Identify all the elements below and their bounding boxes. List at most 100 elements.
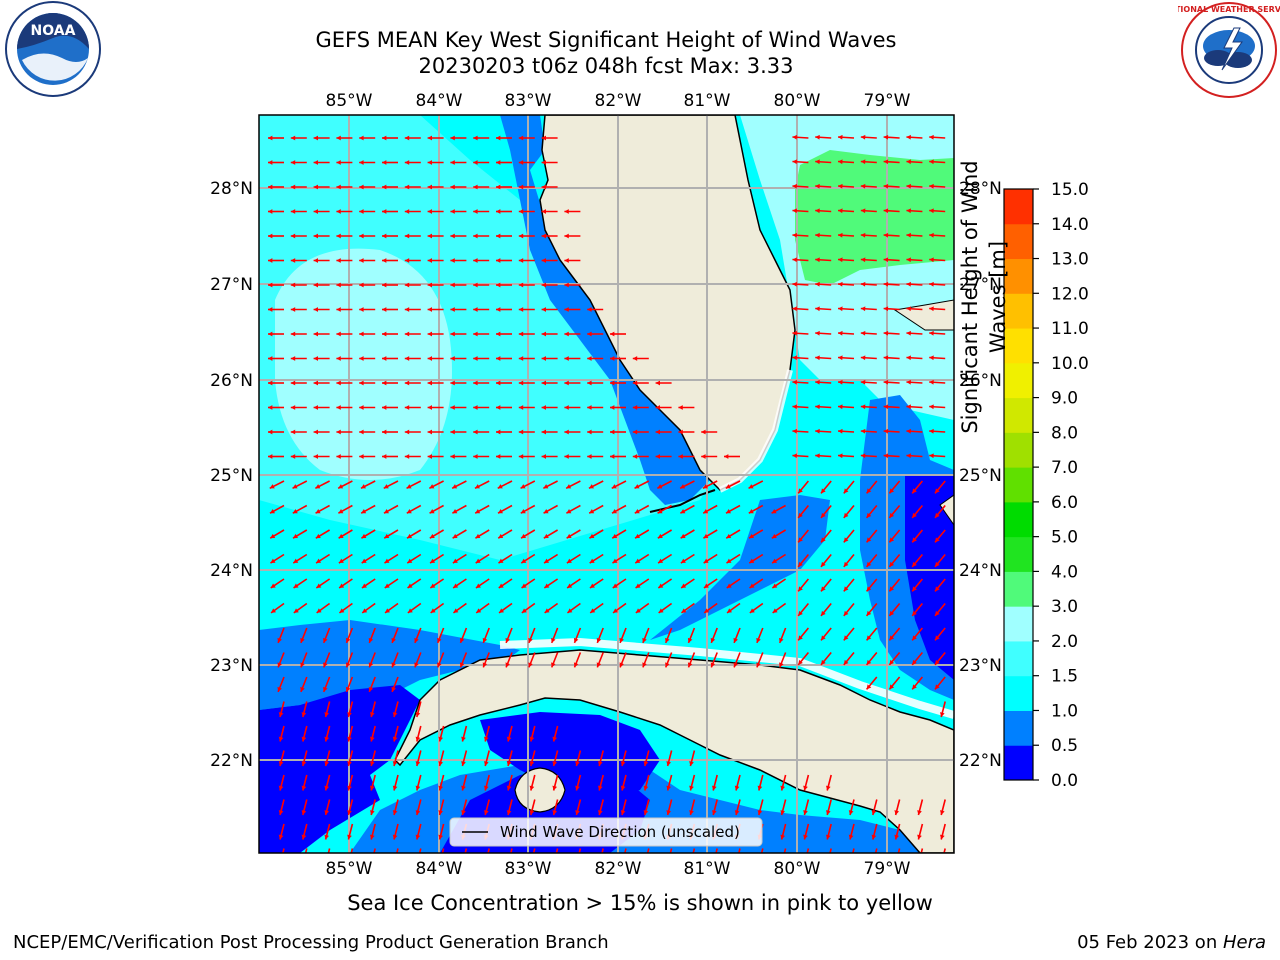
- wave-arrow: [369, 725, 376, 742]
- wave-arrow: [642, 627, 650, 644]
- wave-arrow: [315, 529, 331, 539]
- wave-arrow: [436, 627, 445, 644]
- wave-arrow: [313, 160, 330, 165]
- wave-arrow: [518, 307, 535, 312]
- wave-arrow: [934, 627, 946, 641]
- wave-arrow: [710, 627, 718, 644]
- wave-arrow: [820, 651, 832, 666]
- wave-arrow: [815, 257, 832, 263]
- wave-arrow: [496, 429, 512, 435]
- wave-arrow: [268, 135, 284, 141]
- wave-arrow: [324, 701, 331, 718]
- wave-arrow: [359, 331, 376, 337]
- wave-arrow: [438, 750, 445, 767]
- lat-label-left: 27°N: [210, 275, 253, 295]
- lat-label-left: 26°N: [210, 371, 253, 391]
- wave-arrow: [438, 774, 445, 791]
- wave-arrow: [657, 529, 673, 539]
- wave-arrow: [278, 799, 285, 816]
- wave-arrow: [336, 380, 353, 386]
- wave-arrow: [427, 429, 444, 435]
- wave-arrow: [911, 627, 924, 641]
- wave-arrow: [803, 799, 810, 816]
- wave-arrow: [939, 823, 946, 840]
- wave-arrow: [382, 135, 398, 141]
- wave-arrow: [874, 848, 878, 853]
- wave-arrow: [301, 823, 308, 840]
- wave-arrow: [726, 578, 741, 589]
- wave-arrow: [911, 578, 924, 592]
- wave-arrow: [883, 453, 900, 459]
- wave-arrow: [382, 405, 398, 410]
- wave-arrow: [315, 578, 331, 589]
- wave-arrow: [564, 405, 581, 410]
- lon-label-bottom: 82°W: [595, 859, 642, 879]
- wave-arrow: [564, 331, 581, 337]
- wave-arrow: [427, 209, 444, 214]
- wave-arrow: [473, 429, 490, 435]
- wave-arrow: [906, 257, 923, 263]
- colorbar-segment: [1004, 536, 1033, 572]
- wave-arrow: [589, 578, 604, 589]
- wave-arrow: [475, 529, 490, 539]
- lat-label-right: 24°N: [959, 561, 1002, 581]
- wave-arrow: [543, 529, 559, 539]
- wave-arrow: [383, 504, 399, 514]
- wave-arrow: [564, 454, 581, 459]
- wave-arrow: [301, 750, 308, 767]
- wave-arrow: [815, 428, 832, 434]
- wave-arrow: [382, 307, 398, 312]
- wave-arrow: [473, 356, 490, 361]
- wave-arrow: [632, 429, 649, 435]
- wave-arrow: [450, 405, 467, 410]
- colorbar-frame: [1003, 188, 1034, 781]
- wave-arrow: [373, 848, 376, 853]
- wave-arrow: [290, 258, 307, 263]
- wave-arrow: [473, 454, 490, 459]
- wave-arrow: [382, 282, 398, 288]
- wave-arrow: [406, 480, 422, 489]
- wave-arrow: [760, 848, 764, 853]
- wave-arrow: [382, 429, 398, 435]
- wave-arrow: [564, 282, 581, 288]
- wave-arrow: [361, 529, 376, 539]
- wave-arrow: [268, 307, 284, 312]
- wave-arrow: [860, 379, 877, 385]
- wave-arrow: [610, 429, 626, 435]
- wave-arrow: [678, 454, 695, 459]
- wave-arrow: [643, 750, 650, 767]
- wave-arrow: [336, 331, 353, 337]
- wave-arrow: [797, 651, 810, 666]
- wave-arrow: [518, 209, 535, 214]
- wave-arrow: [415, 774, 422, 791]
- wave-arrow: [359, 282, 376, 288]
- wave-arrow: [860, 404, 877, 410]
- wave-arrow: [934, 480, 946, 494]
- wave-arrow: [843, 504, 855, 519]
- wave-arrow: [278, 701, 285, 718]
- wave-arrow: [611, 504, 627, 514]
- wave-arrow: [324, 750, 331, 767]
- wave-arrow: [529, 750, 536, 767]
- wave-arrow: [792, 453, 809, 459]
- wave-arrow: [589, 553, 604, 564]
- wave-arrow: [860, 159, 877, 165]
- wave-arrow: [792, 281, 809, 287]
- wave-arrow: [906, 379, 923, 385]
- wave-arrow: [610, 331, 626, 337]
- wave-arrow: [324, 725, 331, 742]
- lon-label-top: 80°W: [774, 91, 821, 111]
- wave-arrow: [596, 652, 604, 668]
- colorbar-tick-label: 4.0: [1051, 562, 1078, 582]
- wave-arrow: [450, 380, 467, 386]
- wave-arrow: [427, 233, 444, 239]
- wave-arrow: [587, 380, 604, 386]
- wave-arrow: [520, 504, 536, 514]
- lat-labels-left: 28°N 27°N 26°N 25°N 24°N 23°N 22°N: [210, 179, 253, 771]
- wave-arrow: [461, 750, 468, 767]
- wave-arrow: [564, 356, 581, 361]
- wave-arrow: [450, 258, 467, 263]
- wave-arrow: [313, 209, 330, 214]
- wave-arrow: [725, 480, 741, 489]
